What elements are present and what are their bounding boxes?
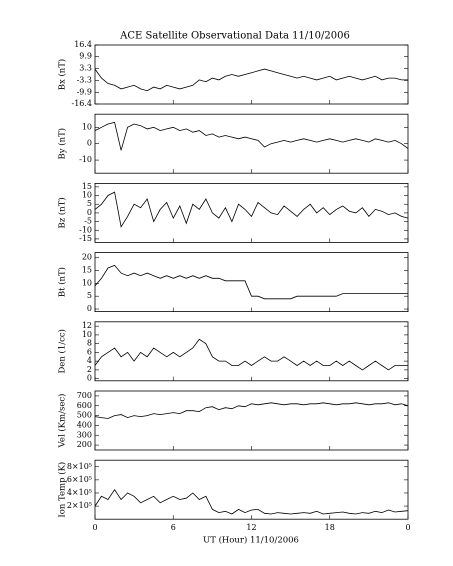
y-tick-label: 5 (87, 199, 92, 208)
data-line (94, 68, 408, 92)
y-tick-label: 400 (77, 420, 92, 429)
y-tick-label: 10 (82, 191, 92, 200)
y-tick-label: 4×10⁵ (67, 488, 92, 497)
y-axis-label: By (nT) (57, 128, 68, 160)
panel-frame (94, 113, 409, 174)
y-axis-label: Bt (nT) (57, 267, 68, 297)
y-tick-label: 10 (82, 122, 92, 131)
y-tick-label: 10 (82, 330, 92, 339)
y-tick-label: 15 (82, 266, 92, 275)
y-axis-label: Bx (nT) (57, 59, 68, 91)
x-axis-label: UT (Hour) 11/10/2006 (203, 535, 299, 546)
y-tick-label: 20 (82, 253, 92, 262)
y-tick-label: -15 (79, 234, 92, 243)
y-tick-label: -10 (79, 225, 92, 234)
y-tick-label: 6 (87, 347, 92, 356)
data-line (94, 488, 409, 515)
y-tick-label: 8 (87, 339, 92, 348)
data-line (94, 264, 408, 300)
y-tick-label: 200 (77, 440, 92, 449)
y-tick-label: -10 (79, 155, 92, 164)
data-line (94, 191, 409, 228)
y-tick-label: 0 (87, 139, 92, 148)
chart-title: ACE Satellite Observational Data 11/10/2… (119, 31, 350, 42)
y-tick-label: -3.3 (77, 75, 92, 84)
y-tick-label: -16.4 (71, 99, 92, 108)
y-tick-label: 6×10⁵ (67, 475, 92, 484)
y-tick-label: 8×10⁵ (67, 462, 92, 471)
y-tick-label: 0 (87, 374, 92, 383)
y-axis-label: Bz (nT) (57, 197, 68, 228)
y-tick-label: 700 (77, 391, 92, 400)
data-line (94, 338, 408, 371)
panel-frame (94, 182, 409, 243)
y-tick-label: 5 (87, 291, 92, 300)
data-line (94, 121, 409, 151)
y-tick-label: -5 (84, 217, 92, 226)
y-tick-label: 12 (82, 321, 92, 330)
y-tick-label: 2 (87, 365, 92, 374)
y-tick-label: 10 (82, 278, 92, 287)
data-line (94, 402, 409, 419)
x-tick-label: 0 (405, 523, 410, 532)
panel-frame (94, 44, 409, 105)
x-tick-label: 12 (246, 523, 256, 532)
y-tick-label: -9.9 (77, 87, 92, 96)
x-tick-label: 0 (92, 523, 97, 532)
y-tick-label: 2×10⁵ (67, 501, 92, 510)
x-tick-label: 18 (325, 523, 335, 532)
panel-frame (94, 321, 409, 382)
y-tick-label: 9.9 (79, 52, 92, 61)
y-tick-label: 4 (87, 356, 92, 365)
panel-frame (94, 252, 409, 313)
x-tick-label: 6 (171, 523, 176, 532)
y-axis-label: Den (1/cc) (57, 329, 68, 373)
y-tick-label: 15 (82, 182, 92, 191)
y-axis-label: Vel (Km/sec) (57, 394, 68, 449)
y-tick-label: 16.4 (74, 40, 92, 49)
y-axis-label: Ion Temp (K) (57, 462, 68, 518)
y-tick-label: 0 (87, 208, 92, 217)
y-tick-label: 300 (77, 430, 92, 439)
y-tick-label: 500 (77, 411, 92, 420)
y-tick-label: 3.3 (79, 64, 92, 73)
panel-frame (94, 390, 409, 451)
y-tick-label: 0 (87, 304, 92, 313)
y-tick-label: 600 (77, 401, 92, 410)
